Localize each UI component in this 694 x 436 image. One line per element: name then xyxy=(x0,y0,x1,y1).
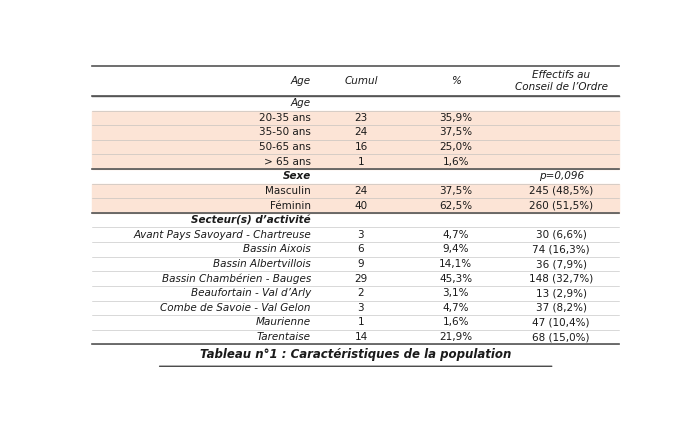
Text: Bassin Albertvillois: Bassin Albertvillois xyxy=(213,259,311,269)
Text: 1: 1 xyxy=(357,157,364,167)
Text: 35-50 ans: 35-50 ans xyxy=(259,127,311,137)
Text: 148 (32,7%): 148 (32,7%) xyxy=(529,274,593,284)
Text: 14,1%: 14,1% xyxy=(439,259,473,269)
Text: 36 (7,9%): 36 (7,9%) xyxy=(536,259,586,269)
Text: 9,4%: 9,4% xyxy=(443,245,469,255)
Text: Maurienne: Maurienne xyxy=(256,317,311,327)
Text: p=0,096: p=0,096 xyxy=(539,171,584,181)
Text: Age: Age xyxy=(291,76,311,86)
Text: 24: 24 xyxy=(355,186,368,196)
Text: 40: 40 xyxy=(355,201,368,211)
Text: 4,7%: 4,7% xyxy=(443,303,469,313)
Text: 24: 24 xyxy=(355,127,368,137)
Text: 37,5%: 37,5% xyxy=(439,127,473,137)
Bar xyxy=(92,184,619,198)
Text: > 65 ans: > 65 ans xyxy=(264,157,311,167)
Text: 1,6%: 1,6% xyxy=(443,157,469,167)
Text: Age: Age xyxy=(291,98,311,108)
Text: 62,5%: 62,5% xyxy=(439,201,473,211)
Text: 16: 16 xyxy=(355,142,368,152)
Text: 74 (16,3%): 74 (16,3%) xyxy=(532,245,590,255)
Text: 2: 2 xyxy=(357,288,364,298)
Text: Sexe: Sexe xyxy=(282,171,311,181)
Text: 3: 3 xyxy=(357,230,364,240)
Text: %: % xyxy=(451,76,461,86)
Text: 37 (8,2%): 37 (8,2%) xyxy=(536,303,586,313)
Text: 4,7%: 4,7% xyxy=(443,230,469,240)
Text: 3: 3 xyxy=(357,303,364,313)
Text: Tableau n°1 : Caractéristiques de la population: Tableau n°1 : Caractéristiques de la pop… xyxy=(200,348,511,361)
Bar xyxy=(92,140,619,154)
Text: 25,0%: 25,0% xyxy=(439,142,473,152)
Text: Bassin Aixois: Bassin Aixois xyxy=(243,245,311,255)
Text: 23: 23 xyxy=(355,113,368,123)
Text: 30 (6,6%): 30 (6,6%) xyxy=(536,230,586,240)
Bar xyxy=(92,125,619,140)
Text: Bassin Chambérien - Bauges: Bassin Chambérien - Bauges xyxy=(162,273,311,284)
Text: 1,6%: 1,6% xyxy=(443,317,469,327)
Text: Secteur(s) d’activité: Secteur(s) d’activité xyxy=(192,215,311,225)
Text: 29: 29 xyxy=(355,274,368,284)
Text: 13 (2,9%): 13 (2,9%) xyxy=(536,288,586,298)
Bar xyxy=(92,66,619,96)
Bar xyxy=(92,198,619,213)
Text: 260 (51,5%): 260 (51,5%) xyxy=(530,201,593,211)
Text: 68 (15,0%): 68 (15,0%) xyxy=(532,332,590,342)
Text: Masculin: Masculin xyxy=(265,186,311,196)
Text: Beaufortain - Val d’Arly: Beaufortain - Val d’Arly xyxy=(191,288,311,298)
Text: Combe de Savoie - Val Gelon: Combe de Savoie - Val Gelon xyxy=(160,303,311,313)
Text: 1: 1 xyxy=(357,317,364,327)
Bar xyxy=(92,154,619,169)
Text: 14: 14 xyxy=(355,332,368,342)
Text: 50-65 ans: 50-65 ans xyxy=(259,142,311,152)
Text: 245 (48,5%): 245 (48,5%) xyxy=(529,186,593,196)
Text: 6: 6 xyxy=(357,245,364,255)
Text: 35,9%: 35,9% xyxy=(439,113,473,123)
Text: 21,9%: 21,9% xyxy=(439,332,473,342)
Bar xyxy=(92,111,619,125)
Text: Cumul: Cumul xyxy=(344,76,378,86)
Text: 45,3%: 45,3% xyxy=(439,274,473,284)
Text: 47 (10,4%): 47 (10,4%) xyxy=(532,317,590,327)
Text: Effectifs au
Conseil de l’Ordre: Effectifs au Conseil de l’Ordre xyxy=(515,70,608,92)
Text: 3,1%: 3,1% xyxy=(443,288,469,298)
Text: 20-35 ans: 20-35 ans xyxy=(259,113,311,123)
Text: 37,5%: 37,5% xyxy=(439,186,473,196)
Text: 9: 9 xyxy=(357,259,364,269)
Text: Tarentaise: Tarentaise xyxy=(257,332,311,342)
Text: Féminin: Féminin xyxy=(270,201,311,211)
Text: Avant Pays Savoyard - Chartreuse: Avant Pays Savoyard - Chartreuse xyxy=(133,230,311,240)
